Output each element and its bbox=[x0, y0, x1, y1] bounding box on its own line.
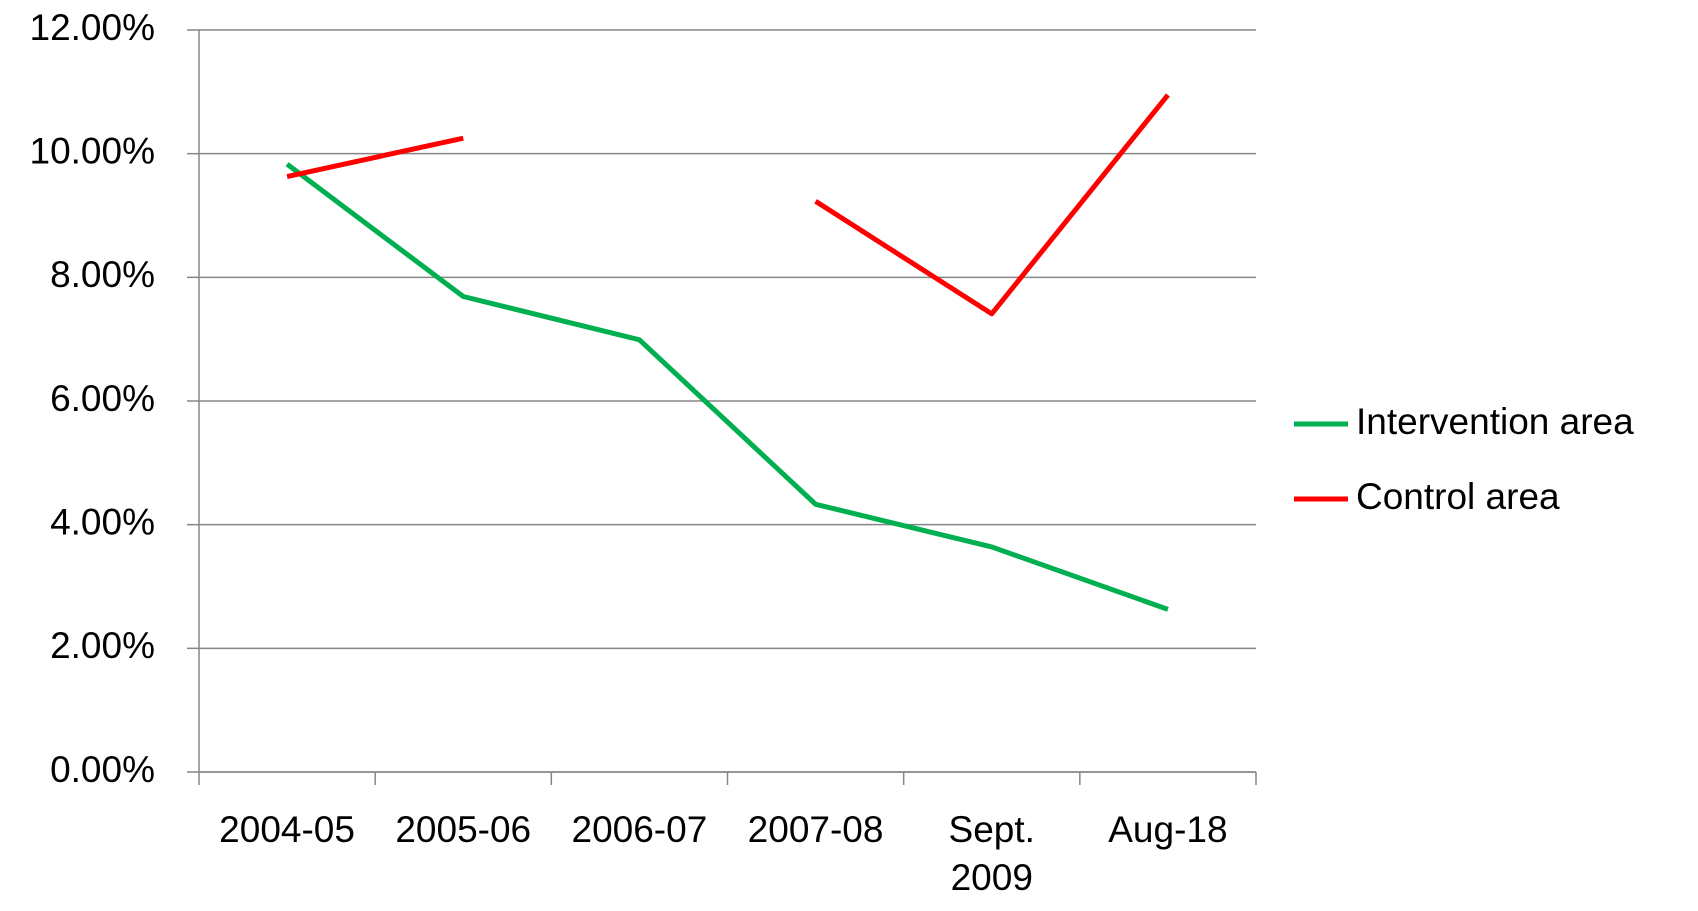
legend-label: Intervention area bbox=[1356, 401, 1634, 442]
y-tick-label: 10.00% bbox=[30, 130, 156, 171]
x-tick-label-box: Sept. 2009 bbox=[948, 809, 1035, 898]
x-tick-label-box: 2006-07 bbox=[571, 809, 708, 850]
y-tick-label: 8.00% bbox=[50, 254, 155, 295]
series-line bbox=[285, 162, 1169, 612]
y-tick-label: 12.00% bbox=[30, 7, 156, 48]
x-tick-label: Aug-18 bbox=[1108, 809, 1228, 850]
x-tick-label: 2006-07 bbox=[571, 809, 708, 850]
y-tick-label: 2.00% bbox=[50, 625, 155, 666]
x-tick-label-box: 2005-06 bbox=[395, 809, 532, 850]
x-tick-label-box: 2004-05 bbox=[219, 809, 355, 850]
series-line bbox=[286, 93, 1170, 317]
y-tick-label: 6.00% bbox=[50, 378, 155, 419]
x-tick-label-box: 2007-08 bbox=[747, 809, 884, 850]
legend-label: Control area bbox=[1356, 476, 1560, 517]
x-tick-label-box: Aug-18 bbox=[1108, 809, 1228, 850]
x-tick-label: 2007-08 bbox=[747, 809, 884, 850]
x-tick-label: 2004-05 bbox=[219, 809, 355, 850]
y-tick-label: 4.00% bbox=[50, 501, 155, 542]
x-tick-label: 2005-06 bbox=[395, 809, 532, 850]
y-tick-label: 0.00% bbox=[50, 749, 155, 790]
x-tick-label: Sept. 2009 bbox=[948, 809, 1035, 898]
